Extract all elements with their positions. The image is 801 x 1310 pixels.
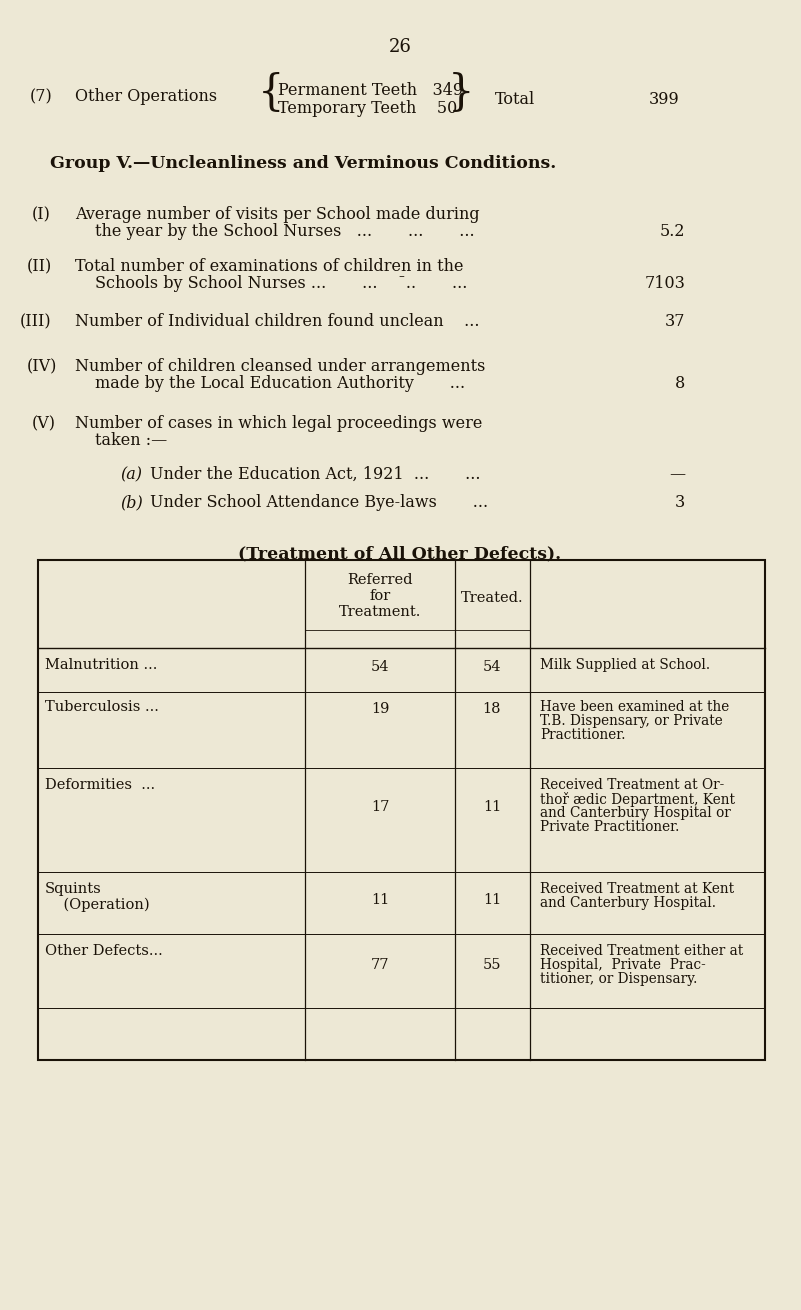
Text: 19: 19 <box>371 702 389 717</box>
Text: 11: 11 <box>371 893 389 907</box>
Text: Total: Total <box>495 90 535 107</box>
Text: and Canterbury Hospital or: and Canterbury Hospital or <box>540 806 731 820</box>
Text: 8: 8 <box>674 375 685 392</box>
Text: Schools by School Nurses ...       ...    ¯..       ...: Schools by School Nurses ... ... ¯.. ... <box>95 275 467 292</box>
Text: the year by the School Nurses   ...       ...       ...: the year by the School Nurses ... ... ..… <box>95 223 475 240</box>
Text: Other Defects...: Other Defects... <box>45 945 163 958</box>
Text: Practitioner.: Practitioner. <box>540 728 626 741</box>
Text: 55: 55 <box>483 958 501 972</box>
Text: Deformities  ...: Deformities ... <box>45 778 155 793</box>
Text: titioner, or Dispensary.: titioner, or Dispensary. <box>540 972 698 986</box>
Text: {: { <box>258 72 284 114</box>
Text: (I): (I) <box>32 206 51 223</box>
Text: 7103: 7103 <box>644 275 685 292</box>
Text: Average number of visits per School made during: Average number of visits per School made… <box>75 206 480 223</box>
Text: (V): (V) <box>32 415 56 432</box>
Text: for: for <box>369 590 391 603</box>
Text: Treated.: Treated. <box>461 591 524 605</box>
Text: 77: 77 <box>371 958 389 972</box>
Text: (b): (b) <box>120 494 143 511</box>
Text: Received Treatment either at: Received Treatment either at <box>540 945 743 958</box>
Text: Tuberculosis ...: Tuberculosis ... <box>45 700 159 714</box>
Text: Hospital,  Private  Prac-: Hospital, Private Prac- <box>540 958 706 972</box>
Text: Received Treatment at Or-: Received Treatment at Or- <box>540 778 724 793</box>
Text: thoř ædic Department, Kent: thoř ædic Department, Kent <box>540 793 735 807</box>
Text: (Operation): (Operation) <box>45 897 150 912</box>
Text: (Treatment of All Other Defects).: (Treatment of All Other Defects). <box>239 545 562 562</box>
Text: Total number of examinations of children in the: Total number of examinations of children… <box>75 258 464 275</box>
Text: Referred: Referred <box>348 572 413 587</box>
Text: Milk Supplied at School.: Milk Supplied at School. <box>540 658 710 672</box>
Text: (II): (II) <box>27 258 52 275</box>
Text: Under the Education Act, 1921  ...       ...: Under the Education Act, 1921 ... ... <box>150 466 481 483</box>
Text: 54: 54 <box>483 660 501 675</box>
Text: made by the Local Education Authority       ...: made by the Local Education Authority ..… <box>95 375 465 392</box>
Text: 11: 11 <box>483 800 501 814</box>
Text: Treatment.: Treatment. <box>339 605 421 620</box>
Text: 54: 54 <box>371 660 389 675</box>
Text: and Canterbury Hospital.: and Canterbury Hospital. <box>540 896 716 910</box>
Text: Received Treatment at Kent: Received Treatment at Kent <box>540 882 735 896</box>
Text: Malnutrition ...: Malnutrition ... <box>45 658 157 672</box>
Text: (IV): (IV) <box>27 358 58 375</box>
Text: Other Operations: Other Operations <box>75 88 217 105</box>
Text: Private Practitioner.: Private Practitioner. <box>540 820 679 834</box>
Text: 37: 37 <box>665 313 685 330</box>
Text: 18: 18 <box>483 702 501 717</box>
Text: }: } <box>448 72 474 114</box>
Text: Group V.—Uncleanliness and Verminous Conditions.: Group V.—Uncleanliness and Verminous Con… <box>50 155 556 172</box>
Text: Temporary Teeth    50: Temporary Teeth 50 <box>278 100 457 117</box>
Text: Permanent Teeth   349: Permanent Teeth 349 <box>278 83 463 100</box>
Text: taken :—: taken :— <box>95 432 167 449</box>
Text: Have been examined at the: Have been examined at the <box>540 700 729 714</box>
Text: 3: 3 <box>674 494 685 511</box>
Text: 399: 399 <box>650 90 680 107</box>
Text: Squints: Squints <box>45 882 102 896</box>
Text: (a): (a) <box>120 466 142 483</box>
Text: 26: 26 <box>388 38 412 56</box>
Text: Number of Individual children found unclean    ...: Number of Individual children found uncl… <box>75 313 480 330</box>
Text: T.B. Dispensary, or Private: T.B. Dispensary, or Private <box>540 714 723 728</box>
Text: (III): (III) <box>20 313 51 330</box>
Text: 5.2: 5.2 <box>659 223 685 240</box>
Bar <box>38 559 765 1060</box>
Text: —: — <box>669 466 685 483</box>
Text: Under School Attendance Bye-laws       ...: Under School Attendance Bye-laws ... <box>150 494 488 511</box>
Text: 17: 17 <box>371 800 389 814</box>
Text: (7): (7) <box>30 88 53 105</box>
Text: 11: 11 <box>483 893 501 907</box>
Text: Number of children cleansed under arrangements: Number of children cleansed under arrang… <box>75 358 485 375</box>
Text: Number of cases in which legal proceedings were: Number of cases in which legal proceedin… <box>75 415 482 432</box>
